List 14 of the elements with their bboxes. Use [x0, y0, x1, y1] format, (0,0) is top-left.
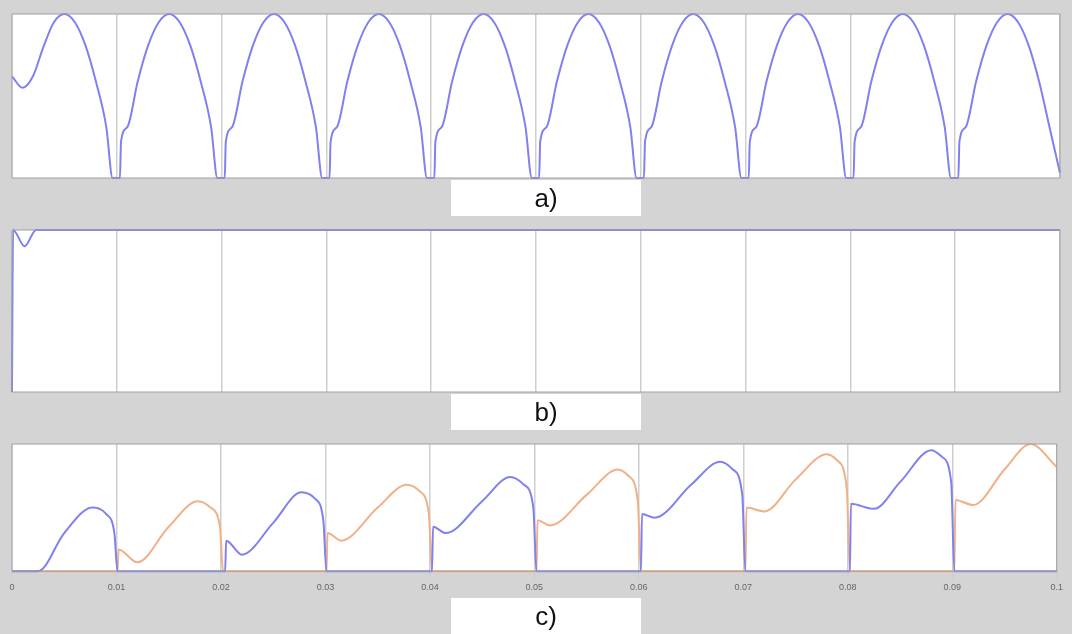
x-tick-label: 0.09	[943, 582, 962, 593]
x-tick-label: 0.07	[734, 582, 753, 593]
x-tick-label: 0.04	[421, 582, 439, 593]
x-tick-label: 0.03	[316, 582, 335, 593]
x-axis-title: a)	[451, 180, 641, 216]
x-tick-label: 0.1	[1050, 582, 1063, 593]
x-tick-label: 0.01	[107, 582, 126, 593]
x-tick-label: 0.08	[839, 582, 857, 593]
x-tick-label: 0	[9, 582, 15, 593]
x-axis-title: b)	[451, 394, 641, 430]
x-tick-label: 0.05	[525, 582, 544, 593]
x-tick-label: 0.06	[630, 582, 648, 593]
x-tick-label: 0.02	[212, 582, 230, 593]
x-axis-title: c)	[451, 598, 641, 634]
